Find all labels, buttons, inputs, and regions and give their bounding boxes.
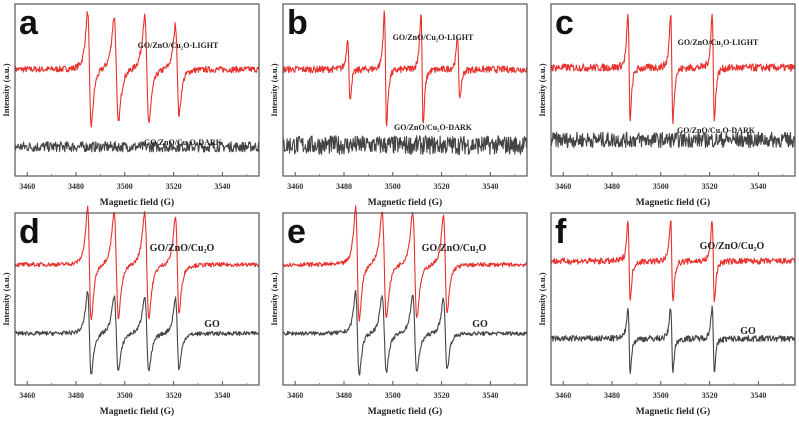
x-tick-label: 3480: [604, 182, 620, 191]
plot-frame: [14, 3, 260, 177]
panel-d: GO/ZnO/Cu₂O GO 3460 3480 3500 3520 3540 Magneti…: [0, 205, 266, 419]
panel-c: GO/ZnO/Cu₂O-LIGHT GO/ZnO/Cu₂O-DARK 3460 348…: [536, 0, 799, 210]
series-line-gray: [14, 141, 260, 153]
x-tick-label: 3460: [555, 182, 571, 191]
x-axis-label: Magnetic field (G): [100, 406, 174, 417]
series-label: GO: [472, 319, 488, 330]
x-tick-label: 3460: [287, 182, 303, 191]
x-tick-label: 3540: [750, 391, 766, 400]
series-line-red: [550, 13, 796, 125]
x-tick-label: 3540: [482, 391, 498, 400]
series-line-red: [14, 11, 260, 128]
plot-frame: [14, 212, 260, 386]
x-tick-label: 3520: [434, 182, 450, 191]
series-label: GO/ZnO/Cu₂O-LIGHT: [678, 38, 759, 47]
series-line-red: [550, 220, 796, 303]
x-axis-label: Magnetic field (G): [636, 406, 710, 417]
x-tick-label: 3500: [653, 182, 669, 191]
panel-e: GO/ZnO/Cu₂O GO 3460 3480 3500 3520 3540 Magneti…: [268, 205, 534, 419]
x-axis-label: Magnetic field (G): [368, 197, 442, 208]
y-axis-label: Intensity (a.u.): [537, 272, 547, 325]
y-axis-label: Intensity (a.u.): [1, 63, 11, 116]
x-tick-label: 3520: [702, 391, 718, 400]
series-line-gray: [282, 289, 528, 376]
x-tick-label: 3520: [434, 391, 450, 400]
x-axis-label: Magnetic field (G): [636, 197, 710, 208]
x-tick-label: 3540: [750, 182, 766, 191]
x-tick-label: 3460: [19, 182, 35, 191]
series-line-gray: [550, 131, 796, 149]
x-tick-label: 3540: [482, 182, 498, 191]
series-line-gray: [14, 290, 260, 375]
panel-letter: d: [19, 213, 40, 251]
panel-f: GO/ZnO/Cu₂O GO 3460 3480 3500 3520 3540 Magneti…: [536, 209, 799, 419]
panel-letter: e: [287, 213, 306, 251]
x-tick-label: 3460: [555, 391, 571, 400]
plot-frame: [550, 212, 796, 386]
series-line-gray: [282, 135, 528, 156]
x-tick-label: 3480: [604, 391, 620, 400]
series-line-red: [282, 10, 528, 127]
x-tick-label: 3480: [336, 182, 352, 191]
x-tick-label: 3520: [166, 391, 182, 400]
series-line-red: [282, 205, 528, 322]
series-label: GO/ZnO/Cu₂O: [422, 243, 487, 254]
series-label: GO/ZnO/Cu₂O-DARK: [144, 138, 223, 147]
series-label: GO/ZnO/Cu₂O-DARK: [677, 126, 756, 135]
panel-letter: f: [555, 213, 567, 251]
series-label: GO/ZnO/Cu₂O: [700, 241, 765, 252]
y-axis-label: Intensity (a.u.): [269, 63, 279, 116]
plot-frame: [282, 3, 528, 177]
series-label: GO/ZnO/Cu₂O-LIGHT: [138, 41, 219, 50]
panel-letter: c: [555, 4, 574, 42]
x-tick-label: 3500: [117, 182, 133, 191]
x-tick-label: 3500: [385, 391, 401, 400]
series-line-red: [14, 205, 260, 321]
x-tick-label: 3460: [19, 391, 35, 400]
series-label: GO: [204, 319, 220, 330]
y-axis-label: Intensity (a.u.): [1, 272, 11, 325]
x-tick-label: 3460: [287, 391, 303, 400]
y-axis-label: Intensity (a.u.): [537, 63, 547, 116]
x-tick-label: 3480: [68, 182, 84, 191]
x-tick-label: 3500: [653, 391, 669, 400]
x-tick-label: 3520: [702, 182, 718, 191]
x-tick-label: 3540: [214, 182, 230, 191]
x-tick-label: 3480: [68, 391, 84, 400]
series-label: GO/ZnO/Cu₂O: [150, 243, 215, 254]
x-tick-label: 3540: [214, 391, 230, 400]
panel-letter: b: [287, 4, 308, 42]
x-axis-label: Magnetic field (G): [368, 406, 442, 417]
x-tick-label: 3500: [385, 182, 401, 191]
panel-b: GO/ZnO/Cu₂O-LIGHT GO/ZnO/Cu₂O-DARK 3460 348…: [268, 0, 534, 210]
y-axis-label: Intensity (a.u.): [269, 272, 279, 325]
x-tick-label: 3500: [117, 391, 133, 400]
plot-frame: [282, 212, 528, 386]
series-label: GO/ZnO/Cu₂O-DARK: [394, 123, 473, 132]
series-line-gray: [550, 305, 796, 375]
series-label: GO/ZnO/Cu₂O-LIGHT: [393, 33, 474, 42]
series-label: GO: [740, 326, 756, 337]
plot-frame: [550, 3, 796, 177]
x-axis-label: Magnetic field (G): [100, 197, 174, 208]
x-tick-label: 3480: [336, 391, 352, 400]
panel-a: GO/ZnO/Cu₂O-LIGHT GO/ZnO/Cu₂O-DARK 3460 348…: [0, 0, 266, 210]
panel-letter: a: [19, 4, 39, 42]
x-tick-label: 3520: [166, 182, 182, 191]
